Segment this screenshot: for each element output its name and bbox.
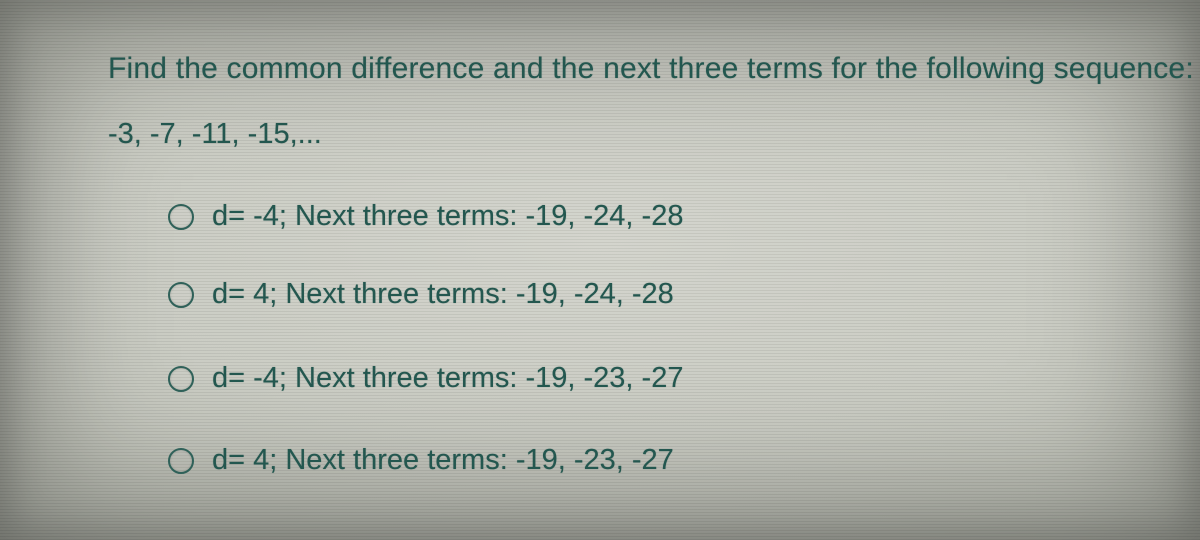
- option-3[interactable]: d= -4; Next three terms: -19, -23, -27: [0, 362, 1200, 395]
- radio-icon[interactable]: [168, 448, 194, 474]
- option-label: d= -4; Next three terms: -19, -24, -28: [212, 200, 683, 233]
- question-text: Find the common difference and the next …: [0, 52, 1200, 86]
- option-4[interactable]: d= 4; Next three terms: -19, -23, -27: [0, 444, 1200, 477]
- option-1[interactable]: d= -4; Next three terms: -19, -24, -28: [0, 200, 1200, 233]
- quiz-screen: Find the common difference and the next …: [0, 0, 1200, 540]
- option-label: d= 4; Next three terms: -19, -23, -27: [212, 444, 674, 477]
- option-label: d= -4; Next three terms: -19, -23, -27: [212, 362, 683, 395]
- radio-icon[interactable]: [168, 204, 194, 230]
- sequence-text: -3, -7, -11, -15,...: [0, 118, 1200, 151]
- option-label: d= 4; Next three terms: -19, -24, -28: [212, 278, 674, 311]
- radio-icon[interactable]: [168, 282, 194, 308]
- radio-icon[interactable]: [168, 366, 194, 392]
- option-2[interactable]: d= 4; Next three terms: -19, -24, -28: [0, 278, 1200, 311]
